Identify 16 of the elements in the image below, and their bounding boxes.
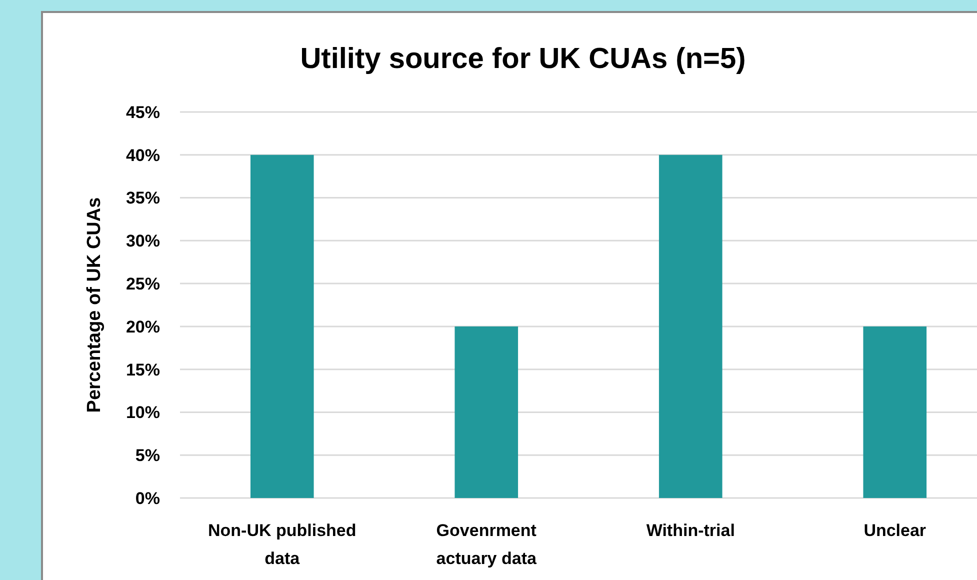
y-tick-label: 35% (126, 188, 160, 208)
y-tick-label: 25% (126, 274, 160, 294)
x-tick-label: Govenrment actuary data (436, 521, 537, 568)
y-tick-label: 45% (126, 102, 160, 122)
x-tick-label: Non-UK published data (208, 521, 356, 568)
y-tick-label: 0% (135, 488, 160, 508)
y-axis-title: Percentage of UK CUAs (84, 197, 105, 413)
y-tick-label: 40% (126, 146, 160, 165)
y-tick-label: 10% (126, 403, 160, 422)
y-tick-label: 30% (126, 232, 160, 251)
y-tick-label: 5% (135, 446, 160, 466)
y-tick-label: 20% (126, 317, 160, 336)
x-tick-label: Within-trial (646, 521, 735, 540)
x-tick-label: Unclear (864, 521, 926, 540)
y-tick-label: 15% (126, 360, 160, 380)
chart-title: Utility source for UK CUAs (n=5) (300, 43, 746, 75)
